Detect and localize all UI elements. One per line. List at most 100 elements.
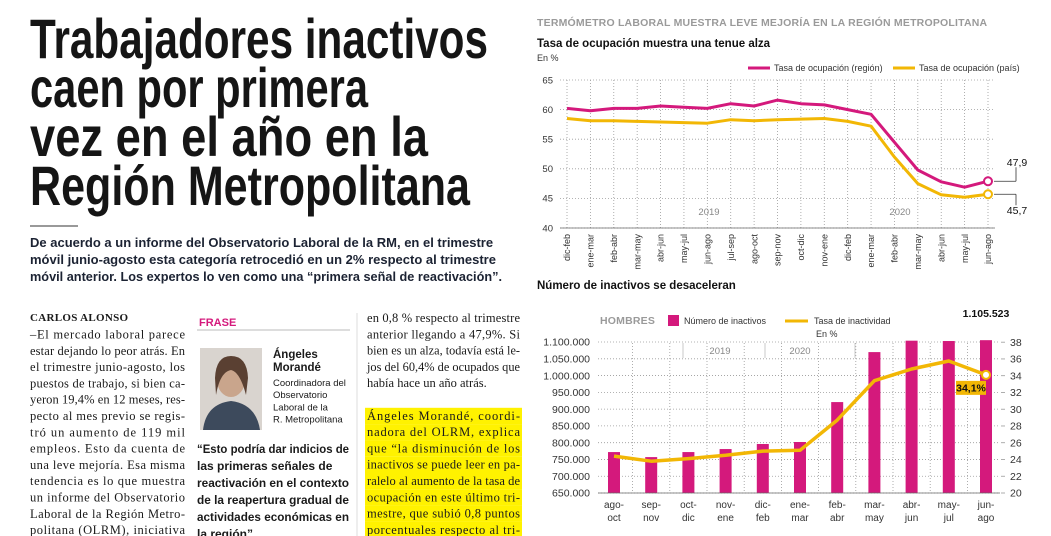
highlight (365, 505, 522, 522)
quote-name: Morandé (273, 362, 321, 374)
body-line: ocupación en este último tri- (367, 490, 520, 504)
x-tick-label: sep-nov (641, 500, 660, 524)
highlight (365, 521, 522, 536)
value-label: 1.105.523 (963, 308, 1010, 320)
y-tick-label: 60 (542, 105, 553, 116)
y-tick-label: 800.000 (552, 437, 590, 449)
legend-swatch (668, 315, 679, 326)
x-tick-label: dic-feb (562, 234, 572, 261)
x-tick-label: ene-mar (586, 234, 596, 268)
y-tick-label: 45 (542, 194, 553, 205)
body-line: yeron 19,4% en 12 meses, res- (30, 393, 185, 407)
infographic-title: TERMÓMETRO LABORAL MUESTRA LEVE MEJORÍA … (537, 16, 988, 29)
body-line: una leve mejoría. Esa misma (30, 458, 185, 472)
legend-label: Tasa de ocupación (país) (919, 63, 1020, 73)
y2-tick-label: 30 (1010, 404, 1022, 416)
legend-label: Número de inactivos (684, 316, 767, 326)
year-label: 2019 (698, 207, 719, 218)
body-line: nadora del OLRM, explica (367, 425, 520, 439)
x-tick-label: ene-mar (866, 234, 876, 268)
y-tick-label: 750.000 (552, 454, 590, 466)
x-tick-label: dic-feb (755, 500, 771, 524)
quote-line: las primeras señales de (197, 459, 333, 473)
quote-role: Coordinadora del (273, 378, 346, 389)
value-label: 45,7 (1007, 205, 1028, 217)
chart-title: Tasa de ocupación muestra una tenue alza (537, 38, 771, 50)
x-tick-label: nov-ene (716, 500, 735, 524)
quote-line: de la reapertura gradual de (197, 493, 349, 507)
headline-line: Región Metropolitana (30, 154, 471, 217)
body-line: había hace un año atrás. (367, 376, 487, 390)
quote-role: R. Metropolitana (273, 415, 343, 426)
x-tick-label: abr-jun (936, 234, 946, 262)
body-line: pecto al mes previo se regis- (30, 409, 185, 423)
bar (868, 352, 881, 493)
headline-line: Trabajadores inactivos (30, 7, 488, 70)
bar (756, 444, 769, 493)
y2-tick-label: 20 (1010, 488, 1022, 500)
y-tick-label: 1.050.000 (543, 353, 590, 365)
portrait (200, 348, 262, 430)
bar (794, 442, 806, 493)
body-line: puestos de trabajo, si bien ca- (30, 376, 185, 390)
body-line: anterior llegando a 47,9%. Si (367, 327, 521, 341)
x-tick-label: jul-sep (726, 234, 736, 262)
bar (608, 452, 620, 493)
y-tick-label: 650.000 (552, 488, 590, 500)
bar (942, 341, 955, 493)
end-marker (981, 369, 991, 380)
photo-hair (215, 356, 248, 395)
x-tick-label: dic-feb (843, 234, 853, 261)
quote-line: “Esto podría dar indicios de (197, 442, 349, 456)
quote-role: Observatorio (273, 390, 327, 401)
x-tick-label: mar-may (913, 234, 923, 270)
author: CARLOS ALONSO (30, 312, 128, 324)
quote-label: FRASE (199, 317, 236, 329)
y-tick-label: 850.000 (552, 421, 590, 433)
body-line: politana (OLRM), iniciativa (30, 523, 185, 536)
value-label: 47,9 (1007, 157, 1028, 169)
year-label: 2019 (709, 346, 730, 357)
year-label: 2020 (789, 346, 810, 357)
bar (831, 402, 844, 493)
y2-tick-label: 34 (1010, 370, 1022, 382)
chart-title: Número de inactivos se desaceleran (537, 280, 736, 292)
highlight (365, 456, 522, 473)
body-line: estar dejando lo peor atrás. En (30, 344, 186, 358)
body-line: que “la disminución de los (367, 441, 520, 455)
series-line (613, 359, 987, 463)
y-unit: En % (537, 53, 559, 63)
y-tick-label: 40 (542, 223, 553, 234)
x-tick-label: jun-ago (702, 234, 712, 265)
x-tick-label: ago-oct (604, 500, 624, 524)
quote-line: la región” (197, 527, 253, 536)
y2-tick-label: 24 (1010, 454, 1022, 466)
body-line: en 0,8 % respecto al trimestre (367, 311, 520, 325)
body-line: tró un aumento de 119 mil (30, 425, 186, 439)
body-line: ralelo al aumento de la tasa de (367, 474, 520, 488)
photo-body (203, 401, 260, 430)
y-tick-label: 700.000 (552, 471, 590, 483)
bar (905, 340, 918, 493)
x-tick-label: jun-ago (977, 500, 995, 524)
y2-tick-label: 32 (1010, 387, 1022, 399)
y-tick-label: 900.000 (552, 404, 590, 416)
legend-label: Tasa de ocupación (región) (774, 63, 883, 73)
quote-line: reactivación en el contexto (197, 476, 349, 490)
y2-tick-label: 22 (1010, 471, 1022, 483)
body-line: empleos. Esto da cuenta de (30, 442, 185, 456)
body-line: mestre, que subió 0,8 puntos (367, 507, 520, 521)
y2-tick-label: 28 (1010, 421, 1022, 433)
x-tick-label: ene-mar (790, 500, 810, 524)
x-tick-label: oct-dic (796, 234, 806, 261)
highlight (365, 473, 522, 490)
body-line: tendencia es lo que muestra (30, 474, 185, 488)
body-line: Laboral de la Región Metro- (30, 507, 185, 521)
lead-line: móvil anterior. Los expertos lo ven como… (30, 269, 502, 284)
y-tick-label: 950.000 (552, 387, 590, 399)
y-tick-label: 55 (542, 135, 553, 146)
y-tick-label: 1.000.000 (543, 370, 590, 382)
highlight (365, 440, 522, 457)
headline-line: caen por primera (30, 56, 369, 119)
body-line: bien es un alza, todavía está le- (367, 344, 520, 358)
